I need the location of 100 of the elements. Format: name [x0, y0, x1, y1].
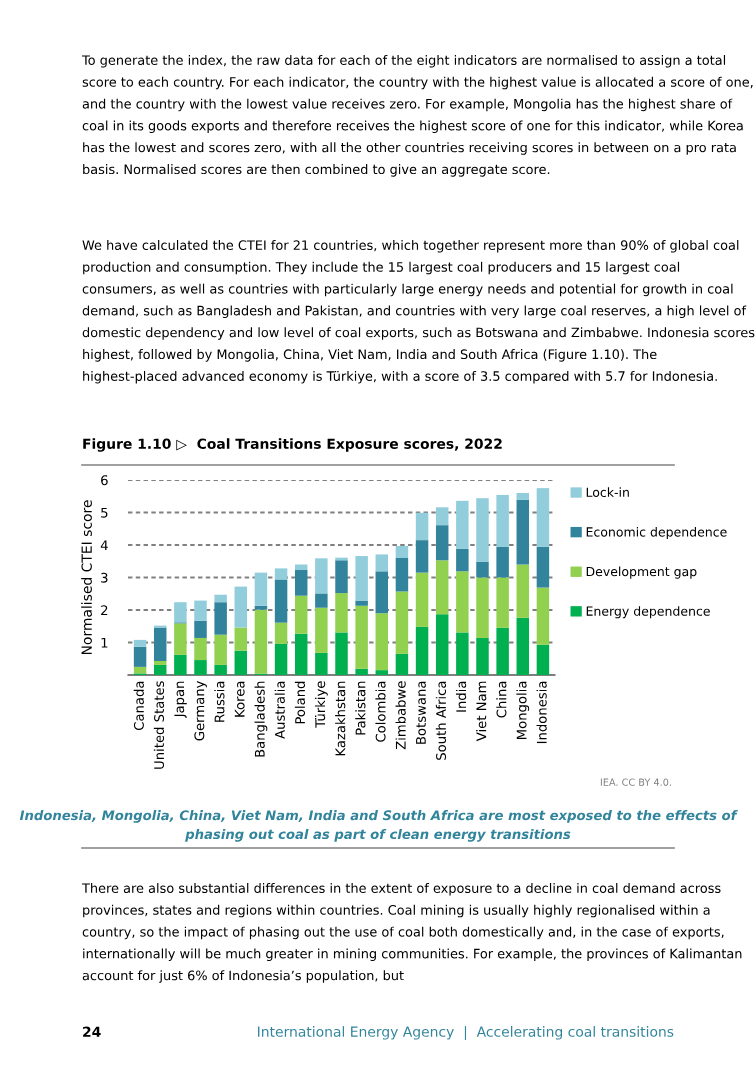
x-tick-label: Canada — [133, 681, 144, 731]
bar — [335, 632, 348, 675]
bar — [456, 500, 469, 549]
bar — [516, 499, 530, 565]
bar — [315, 607, 328, 653]
text: IEA. CC BY 4.0. — [600, 778, 671, 786]
text: 24 — [83, 1026, 101, 1037]
x-tick-label: Japan — [174, 681, 187, 719]
text: We have calculated the CTEI for 21 countries, which together represent more than 90% of global coal production and consumption. They include the 15 largest coal producers and 15 largest coal consumers, as well as countries with particularly large energy needs and potential for growth in coal demand, such as Bangladesh and Pakistan, and countries with very large coal reserves, a high level of domestic dependency and low level of coal exports, such as Botswana and Zimbabwe. Indonesia scores highest, followed by Mongolia, China, Viet Nam, India and South Africa (Figure 1.10). The highest-placed advanced economy is Türkiye, with a score of 3.5 compared with 5.7 for Indonesia. — [82, 240, 755, 384]
bar — [194, 600, 207, 621]
bar — [355, 605, 368, 669]
text: Indonesia, Mongolia, China, Viet Nam, India and South Africa are most exposed to the effects of phasing out coal as part of clean energy transitions — [19, 810, 738, 842]
text: International Energy Agency | Accelerating coal transitions — [258, 1026, 674, 1040]
bar — [536, 587, 550, 645]
legend-label: Energy dependence — [586, 606, 710, 619]
bar — [133, 639, 147, 647]
bar — [496, 546, 509, 578]
legend-label: Development gap — [586, 566, 697, 579]
x-tick-label: Zimbabwe — [395, 681, 406, 750]
bar — [435, 507, 449, 526]
bar — [234, 650, 248, 675]
bar — [435, 560, 449, 615]
bar — [415, 512, 429, 541]
bar — [214, 664, 227, 675]
bar — [395, 653, 409, 675]
y-tick-label: 4 — [100, 540, 108, 551]
bar — [536, 488, 550, 547]
bar — [194, 660, 207, 675]
bar — [234, 586, 248, 628]
x-tick-label: Kazakhstan — [335, 681, 346, 756]
x-tick-label: Colombia — [375, 681, 386, 742]
bar — [294, 570, 308, 596]
chart-title: Figure 1.10 ▷ Coal Transitions Exposure scores, 2022 — [83, 438, 502, 452]
bar — [415, 626, 429, 675]
bar — [133, 646, 147, 667]
x-tick-label: Türkiye — [314, 681, 328, 728]
bar — [375, 571, 389, 614]
y-tick-label: 1 — [101, 637, 108, 648]
bar — [214, 602, 227, 635]
bar — [476, 577, 489, 638]
bar — [375, 670, 389, 675]
x-tick-label: Mongolia — [516, 681, 530, 739]
bar — [415, 540, 429, 573]
y-tick-label: 5 — [101, 507, 108, 518]
x-tick-label: India — [455, 681, 467, 712]
x-tick-label: Indonesia — [536, 681, 547, 744]
bar — [254, 609, 268, 674]
bar — [355, 556, 368, 601]
x-tick-label: Poland — [294, 681, 306, 724]
bar — [456, 571, 469, 633]
bar — [536, 644, 550, 675]
legend-label: Lock-in — [586, 487, 629, 498]
bar — [194, 637, 207, 661]
bar — [335, 593, 348, 633]
bar — [476, 561, 489, 578]
bar — [234, 627, 248, 651]
bar — [476, 498, 489, 562]
bar — [516, 617, 530, 675]
bar — [516, 564, 530, 618]
bar — [174, 602, 187, 623]
x-tick-label: Viet Nam — [476, 681, 487, 742]
bar — [194, 620, 207, 638]
bar — [496, 627, 509, 675]
x-tick-label: Pakistan — [355, 681, 366, 735]
bar — [254, 572, 268, 606]
y-tick-label: 6 — [101, 475, 108, 486]
bar — [355, 600, 368, 606]
bar — [153, 661, 167, 665]
bar — [395, 545, 409, 558]
bar — [476, 637, 489, 675]
bar — [496, 577, 509, 628]
x-tick-label: Korea — [234, 681, 245, 717]
bar — [435, 525, 449, 561]
bar — [536, 546, 550, 588]
bar — [274, 622, 288, 644]
x-tick-label: South Africa — [435, 681, 447, 760]
bar — [294, 595, 308, 634]
bar — [274, 643, 288, 675]
bar — [315, 652, 328, 675]
bar — [395, 558, 409, 592]
text: To generate the index, the raw data for each of the eight indicators are normalised to assign a total score to each country. For each indicator, the country with the highest value is allocated a score of one, and the country with the lowest value receives zero. For example, Mongolia has the highest share of coal in its goods exports and therefore receives the highest score of one for this indicator, while Korea has the lowest and scores zero, with all the other countries receiving scores in between on a pro rata basis. Normalised scores are then combined to give an aggregate score. — [81, 55, 753, 177]
bar — [375, 613, 389, 671]
text: There are also substantial differences in the extent of exposure to a decline in coal demand across provinces, states and regions within countries. Coal mining is usually highly regionalised within a country, so the impact of phasing out the use of coal both domestically and, in the case of exports, internationally will be much greater in mining communities. For example, the provinces of Kalimantan account for just 6% of Indonesia’s population, but — [81, 883, 742, 983]
x-tick-label: United States — [153, 681, 165, 769]
bar — [214, 594, 227, 603]
bar — [496, 494, 509, 547]
bar — [395, 591, 409, 654]
y-tick-label: 3 — [101, 572, 108, 583]
x-tick-label: Russia — [214, 681, 225, 722]
bar — [153, 664, 167, 675]
bar — [214, 634, 227, 665]
bar — [294, 633, 308, 675]
x-tick-label: China — [496, 681, 507, 718]
x-tick-label: Australia — [274, 681, 285, 739]
y-axis-title: Normalised CTEI score — [81, 500, 92, 655]
bar — [415, 572, 429, 627]
bar — [516, 493, 530, 500]
x-tick-label: Germany — [194, 680, 207, 741]
x-tick-label: Bangladesh — [254, 681, 268, 757]
bar — [174, 654, 187, 675]
